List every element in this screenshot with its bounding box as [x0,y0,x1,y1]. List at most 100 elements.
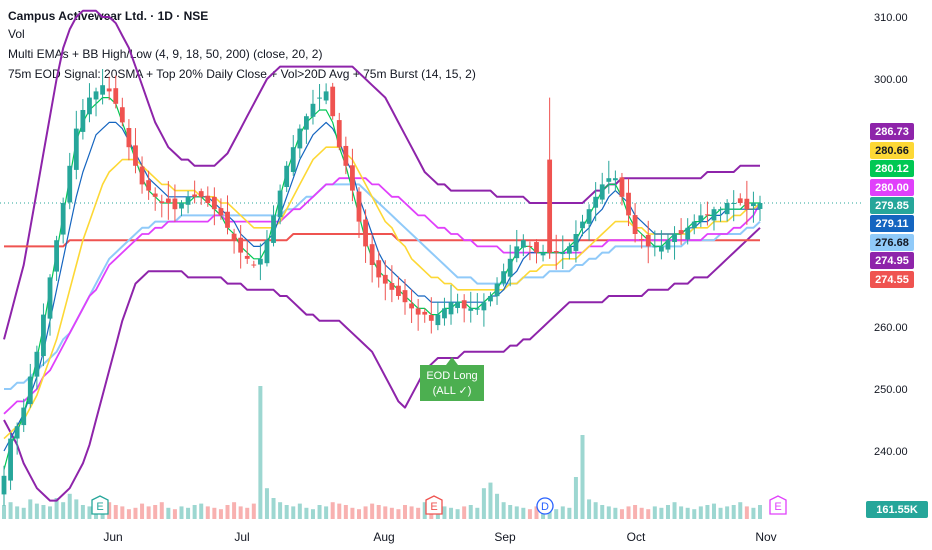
candle [448,284,454,325]
volume-bar [54,498,59,519]
volume-bar [61,502,66,519]
volume-bar [665,505,670,519]
ema9-line [3,121,760,452]
time-tick-label: Sep [494,530,516,544]
candle [626,178,631,227]
candle [106,76,112,101]
time-tick-label: Oct [627,530,646,544]
volume-bar [567,507,572,519]
price-tag: 280.66 [870,142,914,159]
candle [238,225,244,269]
price-axis[interactable]: 310.00 300.00 260.00 250.00 240.00 [874,12,908,458]
candle [297,124,303,159]
candle [179,200,184,217]
candle [442,297,447,326]
price-tag: 276.68 [870,234,914,251]
time-tick-label: Nov [755,530,776,544]
candle [652,230,658,257]
candle [553,234,559,270]
price-tag: 286.73 [870,123,914,140]
volume-bar [205,506,210,519]
volume-bar [363,506,368,519]
candle [488,292,493,307]
volume-bar [744,506,749,519]
volume-bar [573,477,578,519]
candle [560,235,566,269]
candle [698,204,704,228]
price-tag: 279.11 [870,215,914,232]
candle [225,195,230,235]
candle [573,220,579,263]
bollinger-bands [3,9,761,502]
volume-bar [186,507,191,519]
volume-bar [172,509,177,519]
eod-long-tag[interactable]: EOD Long (ALL ✓) [420,357,484,401]
price-tag: 279.85 [870,197,914,214]
volume-bar [422,502,427,519]
volume-bar [711,503,716,519]
candle [192,180,198,204]
volume-bar [159,502,164,519]
time-axis[interactable]: Jun Jul Aug Sep Oct Nov [103,530,776,544]
candle [60,197,66,244]
svg-text:276.68: 276.68 [875,237,909,249]
candle [139,156,145,194]
candle [336,112,342,151]
event-marker-e[interactable]: E [425,495,443,515]
candle [402,279,408,315]
volume-bar [264,488,269,519]
candle [1,465,7,506]
volume-bar [488,482,493,519]
ema4-line [3,96,760,470]
candle [73,110,79,180]
candle [172,184,178,222]
candle [514,229,520,263]
candle [672,226,677,260]
event-marker-e[interactable]: E [769,495,787,515]
price-tag: 274.95 [870,252,914,269]
volume-bar [718,507,723,519]
volume-bar [34,503,39,519]
volume-bar [343,505,348,519]
volume-bars [2,386,762,519]
candle [310,89,316,125]
volume-bar [442,506,447,519]
time-tick-label: Jun [103,530,122,544]
candle [113,75,119,109]
volume-bar [758,505,762,519]
candle [165,181,171,220]
candle [415,299,421,331]
candle [126,119,132,161]
event-marker-d[interactable]: D [536,497,554,515]
svg-text:286.73: 286.73 [875,126,909,138]
candle [593,182,599,222]
volume-bar [153,505,158,519]
candle [87,83,92,123]
volume-bar [245,507,250,519]
candle [481,293,487,327]
event-marker-e[interactable]: E [91,495,109,515]
time-tick-label: Aug [373,530,394,544]
svg-text:274.55: 274.55 [875,274,909,286]
volume-bar [580,435,585,519]
volume-bar [685,507,690,519]
candlesticks [1,69,763,506]
volume-bar [547,507,552,519]
signal-indicator-label: 75m EOD Signal: 20SMA + Top 20% Daily Cl… [8,67,476,81]
volume-bar [619,509,624,519]
candle [211,187,217,226]
candle [422,308,428,323]
volume-bar [284,505,289,519]
candle [409,289,414,324]
volume-bar [41,505,46,519]
candle [290,135,296,176]
volume-bar [659,507,664,519]
volume-bar [376,505,381,519]
price-tag: 280.12 [870,160,914,177]
volume-bar [258,386,263,519]
volume-bar [337,503,342,519]
candle [606,160,612,194]
volume-bar [600,505,605,519]
svg-text:279.85: 279.85 [875,200,909,212]
